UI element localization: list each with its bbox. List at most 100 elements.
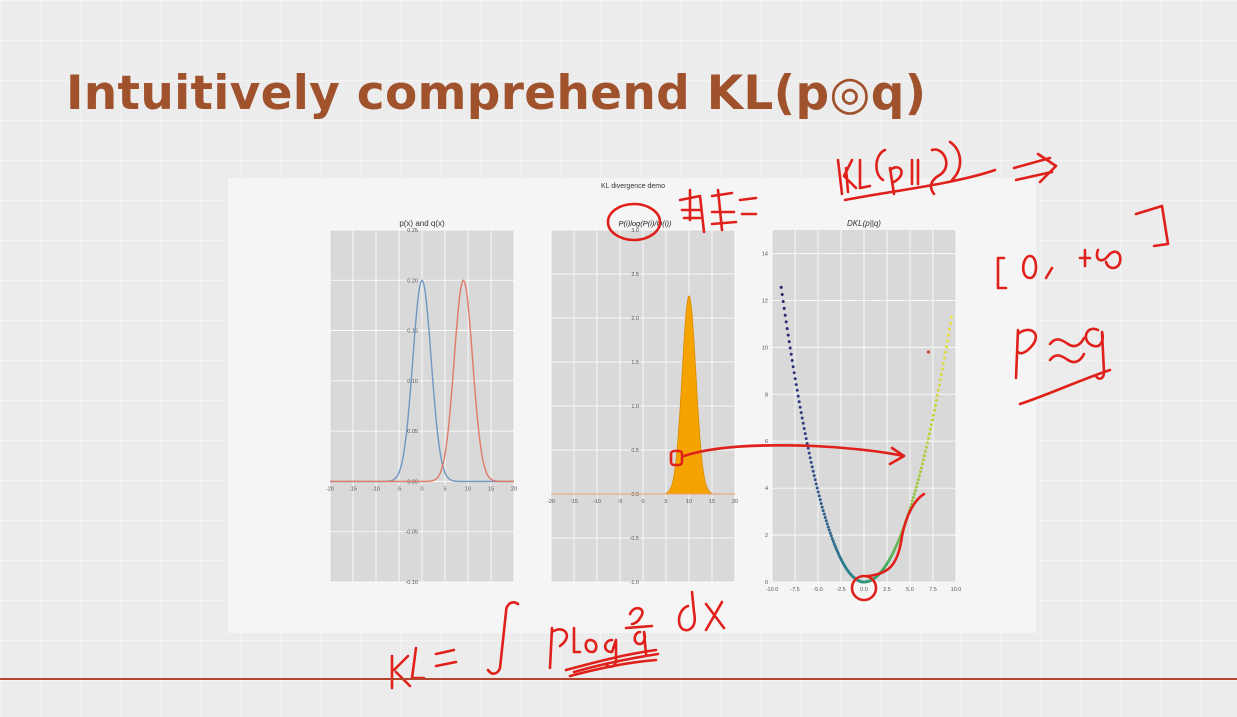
- x-tick-label: -20: [326, 486, 334, 492]
- scatter-point: [785, 327, 789, 331]
- scatter-point: [816, 490, 820, 494]
- x-tick-label: -5: [397, 486, 402, 492]
- scatter-point: [933, 403, 937, 407]
- scatter-point: [925, 441, 929, 445]
- x-tick-label: 5.0: [906, 587, 914, 593]
- y-tick-label: 8: [765, 392, 768, 398]
- scatter-point: [832, 542, 836, 546]
- scatter-point: [831, 539, 835, 543]
- scatter-point: [895, 542, 899, 545]
- ink-kl-formula: [390, 590, 726, 690]
- scatter-point: [780, 293, 784, 296]
- ticks-dkl: -10.0 -7.5 -5.0 -2.5 0.0 2.5 5.0 7.5 10.0 0 2 4 6 8 10…: [762, 251, 961, 593]
- x-tick-label: 0.0: [860, 587, 868, 593]
- ink-kl-label: [836, 140, 997, 202]
- scatter-point: [810, 465, 814, 469]
- scatter-point: [826, 525, 830, 529]
- scatter-point: [918, 470, 922, 474]
- y-tick-label: 0.5: [631, 448, 639, 454]
- scatter-point: [935, 393, 939, 397]
- scatter-point: [945, 339, 949, 343]
- ink-range-label: [996, 204, 1170, 290]
- y-tick-label: 0.15: [407, 329, 418, 335]
- scatter-point: [783, 313, 787, 317]
- scatter-point: [913, 489, 917, 493]
- y-tick-label: 4: [765, 486, 768, 492]
- scatter-point: [896, 539, 900, 543]
- x-tick-label: -5: [618, 499, 623, 505]
- scatter-point: [806, 446, 810, 450]
- x-tick-label: -10: [372, 486, 380, 492]
- y-tick-label: 2.5: [631, 272, 639, 278]
- scatter-point: [910, 499, 914, 503]
- y-tick-label: 0.25: [407, 228, 418, 234]
- scatter-point: [917, 474, 921, 478]
- scatter-point: [821, 509, 825, 513]
- scatter-point: [916, 478, 920, 482]
- y-tick-label: -0.5: [630, 536, 639, 542]
- x-tick-label: 20: [511, 486, 517, 492]
- x-tick-label: -10.0: [766, 587, 779, 593]
- scatter-point: [944, 345, 948, 349]
- scatter-point: [801, 421, 805, 425]
- ink-p-approx-q: [1014, 327, 1112, 406]
- scatter-point: [923, 450, 927, 453]
- x-tick-label: 2.5: [883, 587, 891, 593]
- scatter-point: [800, 416, 804, 420]
- scatter-point: [784, 320, 788, 324]
- grid-dkl: [771, 230, 957, 583]
- panel-title-plogpq: P(i)log(P(i)/Q(i)): [619, 219, 672, 228]
- ink-box-point: [669, 449, 684, 467]
- scatter-point: [818, 498, 822, 502]
- x-tick-label: -7.5: [790, 587, 799, 593]
- y-tick-label: -1.0: [630, 580, 639, 586]
- slide-title: Intuitively comprehend KL(p◎q): [66, 66, 927, 121]
- scatter-point: [814, 482, 818, 486]
- footer-divider: [0, 678, 1237, 680]
- ink-implies-arrow: [1012, 152, 1058, 184]
- scatter-point: [948, 321, 952, 325]
- x-tick-label: -5.0: [813, 587, 822, 593]
- scatter-point: [947, 327, 951, 331]
- x-tick-label: 10: [465, 486, 471, 492]
- scatter-point: [797, 400, 801, 404]
- scatter-point: [815, 486, 819, 490]
- scatter-point: [794, 383, 798, 387]
- scatter-point: [936, 388, 940, 392]
- scatter-outlier: [926, 350, 931, 354]
- x-tick-label: 15: [488, 486, 494, 492]
- scatter-point: [779, 285, 783, 289]
- scatter-point: [796, 394, 800, 398]
- scatter-point: [809, 460, 813, 464]
- y-tick-label: 3.0: [631, 228, 639, 234]
- scatter-point: [940, 367, 944, 371]
- scatter-point: [939, 372, 943, 376]
- panel-dkl: DKL(p||q) -10.0 -7.5 -5.0 -2.5 0.0 2.5 5.0 7.5 1…: [762, 219, 961, 593]
- x-tick-label: 20: [732, 499, 738, 505]
- y-tick-label: 2.0: [631, 316, 639, 322]
- scatter-point: [924, 445, 928, 449]
- x-tick-label: -2.5: [836, 587, 845, 593]
- scatter-point: [781, 300, 785, 303]
- ink-rise-curve: [866, 492, 926, 578]
- x-tick-label: 0: [420, 486, 423, 492]
- scatter-point: [822, 512, 826, 516]
- x-tick-label: 10.0: [951, 587, 962, 593]
- panel-plogpq: P(i)log(P(i)/Q(i)) -20 -15 -10 -5 0 5 10 15 20 -1…: [547, 219, 738, 586]
- scatter-point: [807, 451, 811, 455]
- scatter-point: [798, 405, 802, 409]
- y-tick-label: 14: [762, 251, 768, 257]
- scatter-point: [946, 333, 950, 337]
- scatter-point: [937, 383, 941, 387]
- scatter-point: [791, 365, 795, 369]
- scatter-point: [795, 388, 799, 392]
- scatter-point: [830, 537, 834, 541]
- ink-chinese-overlap: [678, 188, 758, 234]
- y-tick-label: 10: [762, 345, 768, 351]
- scatter-point: [941, 362, 945, 366]
- scatter-point: [825, 522, 829, 526]
- panel-title-dkl: DKL(p||q): [847, 219, 881, 228]
- x-tick-label: -15: [349, 486, 357, 492]
- scatter-point: [790, 359, 794, 362]
- series-dkl-scatter: [779, 285, 953, 584]
